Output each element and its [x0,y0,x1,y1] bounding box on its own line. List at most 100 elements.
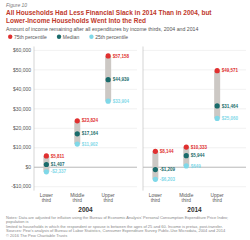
dot [75,118,80,123]
x-tick-label: Upperthird [102,193,115,203]
x-axis-label: 2014 [187,206,202,213]
legend: 75th percentile Median 25th percentile [8,34,128,40]
grid-line [34,147,137,148]
data-label: $5,811 [51,154,65,159]
grid-line [34,186,137,187]
data-label: $44,939 [113,77,130,82]
data-label: $649 [191,164,202,169]
chart: Figure 10All Households Had Less Financi… [0,0,250,240]
data-label: $8,144 [160,149,174,154]
range-bar [74,121,80,144]
y-tick-label: $10,000 [13,144,31,150]
x-tick-label: Middlethird [179,193,193,203]
y-tick-label: -$10,000 [11,183,31,189]
dot [106,99,111,104]
dot [75,131,80,136]
y-axis-line [143,47,144,191]
dot [44,162,49,167]
range-bar [214,71,220,119]
marks [43,53,111,174]
grid-line [143,186,246,187]
data-label: $1,407 [51,162,65,167]
x-axis-label: 2004 [78,206,93,213]
y-tick-label: $40,000 [13,86,31,92]
dot [215,116,220,121]
subtitle: Amount of income remaining after all exp… [6,26,198,32]
note: Notes: Data are adjusted for inflation u… [6,215,228,225]
data-label: -$2,337 [51,169,67,174]
panel: -$10,000 $0 $10,000 $20,000 $30,000 $40,000 $5… [11,47,137,213]
y-tick-label: $30,000 [13,106,31,112]
x-tick-label: Lowerthird [40,193,53,203]
dot [106,53,111,58]
range-bar [105,56,111,101]
grid-line [34,108,137,109]
data-labels: $8,144$10,333$49,571-$1,209$5,944$31,464… [160,68,239,182]
range-bar [183,147,189,166]
text-line: third [103,198,113,203]
figure-label: Figure 10 [6,2,27,8]
text-line: third [73,198,83,203]
data-label: -$1,209 [160,167,176,172]
legend-label: Median [63,34,80,40]
legend-marker [8,35,12,39]
data-label: $11,902 [82,142,99,147]
legend-marker [89,35,93,39]
panel: $8,144$10,333$49,571-$1,209$5,944$31,464… [143,47,246,213]
dot [215,68,220,73]
y-tick-label: $0 [25,164,31,170]
legend-label: 75th percentile [14,34,47,40]
legend-marker [57,35,61,39]
data-label: $10,333 [191,145,208,150]
data-labels: $5,811 $23,824 $57,158 $1,407 $17,164 $44,939… [51,54,130,175]
data-label: $31,464 [222,104,239,109]
text-line: third [42,198,52,203]
text-line: Lower-Income Households Went Into the Re… [6,17,146,24]
grid-line [34,50,137,51]
grid-line [34,89,137,90]
grid-line [34,128,137,129]
text-line: third [212,198,222,203]
marks [152,68,220,182]
data-label: $57,158 [113,54,130,59]
dot [44,153,49,158]
dot [153,149,158,154]
text-line: third [151,198,161,203]
text-line: third [182,198,192,203]
x-tick-label: Middlethird [70,193,84,203]
data-label: $33,904 [113,99,130,104]
y-tick-label: $20,000 [13,125,31,131]
x-tick-label: Lowerthird [149,193,162,203]
grid-line [34,69,137,70]
y-tick-label: $50,000 [13,67,31,73]
note: © 2016 The Pew Charitable Trusts [6,233,67,238]
dot [153,177,158,182]
legend-label: 25th percentile [95,34,128,40]
y-tick-label: $60,000 [13,47,31,53]
text-line: © 2016 The Pew Charitable Trusts [6,233,67,238]
data-label: $5,944 [191,153,205,158]
dot [215,103,220,108]
data-label: $25,060 [222,116,239,121]
dot [106,77,111,82]
y-axis-line [34,47,35,191]
x-tick-label: Upperthird [211,193,224,203]
data-label: $17,164 [82,131,99,136]
grid-line [143,89,246,90]
text-line: Amount of income remaining after all exp… [6,26,198,32]
notes: Notes: Data are adjusted for inflation u… [6,215,228,238]
dot [184,153,189,158]
background [0,0,250,240]
dot [75,141,80,146]
dot [44,169,49,174]
dot [184,145,189,150]
title: All Households Had Less Financial Slack … [6,9,212,24]
range-bar [152,151,158,179]
data-label: $23,824 [82,118,99,123]
text-line: Notes: Data are adjusted for inflation u… [6,215,228,220]
grid-line [34,167,137,168]
dot [153,167,158,172]
grid-line [143,128,246,129]
grid-line [143,50,246,51]
dot [184,163,189,168]
